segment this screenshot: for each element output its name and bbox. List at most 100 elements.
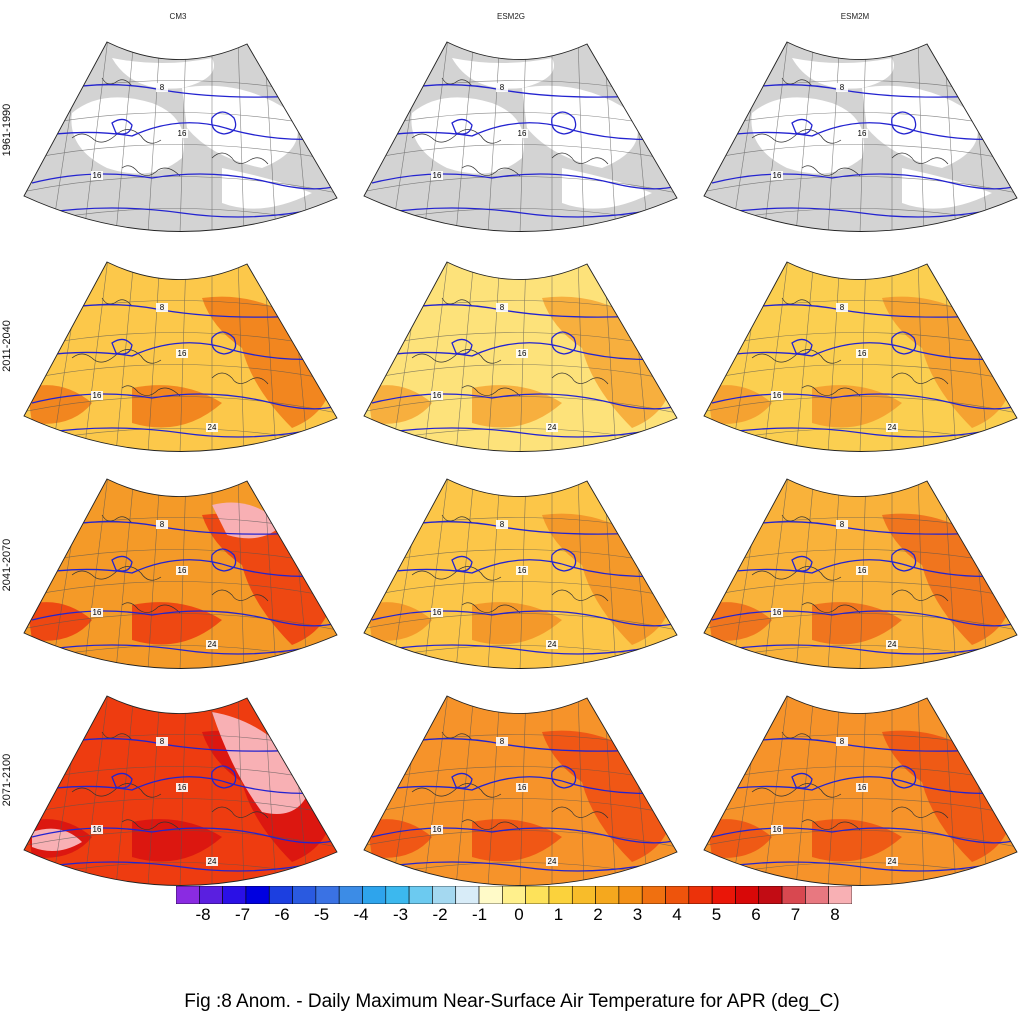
colorbar-swatch (571, 885, 596, 905)
map-panel-esm2m-2041-2070: 8 16 16 24 (692, 455, 1022, 670)
column-title-cm3: CM3 (169, 12, 187, 21)
map-panel-cm3-2071-2100: 8 16 16 24 (12, 672, 342, 887)
colorbar-tick: -5 (313, 905, 330, 924)
colorbar-swatch (199, 885, 223, 905)
contour-label: 24 (888, 640, 897, 649)
contour-label: 8 (840, 303, 845, 312)
contour-label: 16 (773, 391, 782, 400)
colorbar-swatch (548, 885, 573, 905)
colorbar-tick: -8 (195, 905, 211, 924)
map-panel-cm3-2011-2040: 8 16 16 24 (12, 238, 342, 453)
colorbar-bar (175, 885, 853, 905)
colorbar-swatch (175, 885, 200, 905)
contour-label: 16 (178, 129, 187, 138)
contour-label: 16 (858, 783, 867, 792)
colorbar-tick: 8 (830, 905, 840, 924)
contour-label: 16 (433, 171, 442, 180)
colorbar-swatch (781, 885, 806, 905)
contour-label: 24 (888, 857, 897, 866)
contour-label: 8 (160, 303, 165, 312)
contour-label: 8 (840, 737, 845, 746)
contour-label: 24 (208, 423, 217, 432)
map-panel-esm2g-1961-1990: 8 16 16 (352, 18, 682, 233)
colorbar-swatch (758, 885, 783, 905)
colorbar-swatch (315, 885, 340, 905)
colorbar-swatch (595, 885, 620, 905)
column-title-esm2g: ESM2G (496, 12, 525, 21)
contour-label: 16 (93, 825, 102, 834)
map-panel-esm2m-1961-1990: 8 16 16 (692, 18, 1022, 233)
colorbar-swatch (618, 885, 643, 905)
colorbar-swatch (222, 885, 247, 905)
colorbar-swatch (408, 885, 433, 905)
contour-label: 16 (858, 349, 867, 358)
contour-label: 24 (548, 857, 557, 866)
contour-label: 16 (858, 129, 867, 138)
map-panel-esm2g-2041-2070: 8 16 16 24 (352, 455, 682, 670)
contour-label: 8 (500, 83, 505, 92)
contour-label: 16 (433, 825, 442, 834)
colorbar-swatch (268, 885, 293, 905)
colorbar-tick: 0 (514, 905, 524, 924)
colorbar-tick: -4 (353, 905, 369, 924)
contour-label: 16 (178, 349, 187, 358)
contour-label: 24 (208, 857, 217, 866)
colorbar-swatch (385, 885, 410, 905)
contour-label: 16 (93, 391, 102, 400)
contour-label: 8 (840, 520, 845, 529)
contour-label: 16 (178, 566, 187, 575)
map-panel-esm2m-2011-2040: 8 16 16 24 (692, 238, 1022, 453)
colorbar-swatch (688, 885, 713, 905)
colorbar-swatch (245, 885, 270, 905)
colorbar-swatch (502, 885, 526, 905)
colorbar-swatch (362, 885, 387, 905)
contour-label: 8 (500, 520, 505, 529)
contour-label: 16 (518, 566, 527, 575)
colorbar-swatch (292, 885, 317, 905)
colorbar-swatch (828, 885, 853, 905)
contour-label: 16 (433, 608, 442, 617)
contour-label: 16 (518, 129, 527, 138)
contour-label: 8 (840, 83, 845, 92)
colorbar-swatch (455, 885, 480, 905)
map-panel-esm2g-2011-2040: 8 16 16 24 (352, 238, 682, 453)
contour-label: 16 (433, 391, 442, 400)
colorbar-swatch (525, 885, 550, 905)
contour-label: 24 (888, 423, 897, 432)
colorbar (175, 885, 853, 909)
contour-label: 16 (93, 171, 102, 180)
map-panel-cm3-1961-1990: 8 16 16 (12, 18, 342, 233)
contour-label: 16 (773, 608, 782, 617)
colorbar-swatch (665, 885, 690, 905)
figure-caption: Fig :8 Anom. - Daily Maximum Near-Surfac… (184, 991, 840, 1012)
contour-label: 24 (548, 640, 557, 649)
contour-label: 24 (208, 640, 217, 649)
colorbar-swatch (735, 885, 760, 905)
colorbar-swatch (478, 885, 503, 905)
colorbar-tick: 4 (672, 905, 682, 924)
contour-label: 16 (518, 349, 527, 358)
map-panel-cm3-2041-2070: 8 16 16 24 (12, 455, 342, 670)
contour-label: 8 (500, 737, 505, 746)
map-panel-esm2g-2071-2100: 8 16 16 24 (352, 672, 682, 887)
contour-label: 16 (773, 171, 782, 180)
colorbar-swatch (432, 885, 457, 905)
contour-label: 16 (773, 825, 782, 834)
contour-label: 24 (548, 423, 557, 432)
contour-label: 8 (500, 303, 505, 312)
colorbar-tick: 7 (790, 905, 801, 924)
contour-label: 16 (858, 566, 867, 575)
colorbar-tick: 5 (711, 905, 722, 924)
colorbar-tick: -1 (471, 905, 488, 924)
contour-label: 16 (178, 783, 187, 792)
colorbar-tick: -3 (392, 905, 409, 924)
colorbar-tick: 3 (632, 905, 643, 924)
contour-label: 8 (160, 737, 165, 746)
colorbar-tick: 6 (751, 905, 761, 924)
colorbar-swatch (805, 885, 829, 905)
contour-label: 8 (160, 520, 165, 529)
colorbar-swatch (711, 885, 736, 905)
contour-label: 16 (93, 608, 102, 617)
contour-label: 16 (518, 783, 527, 792)
colorbar-swatch (338, 885, 363, 905)
